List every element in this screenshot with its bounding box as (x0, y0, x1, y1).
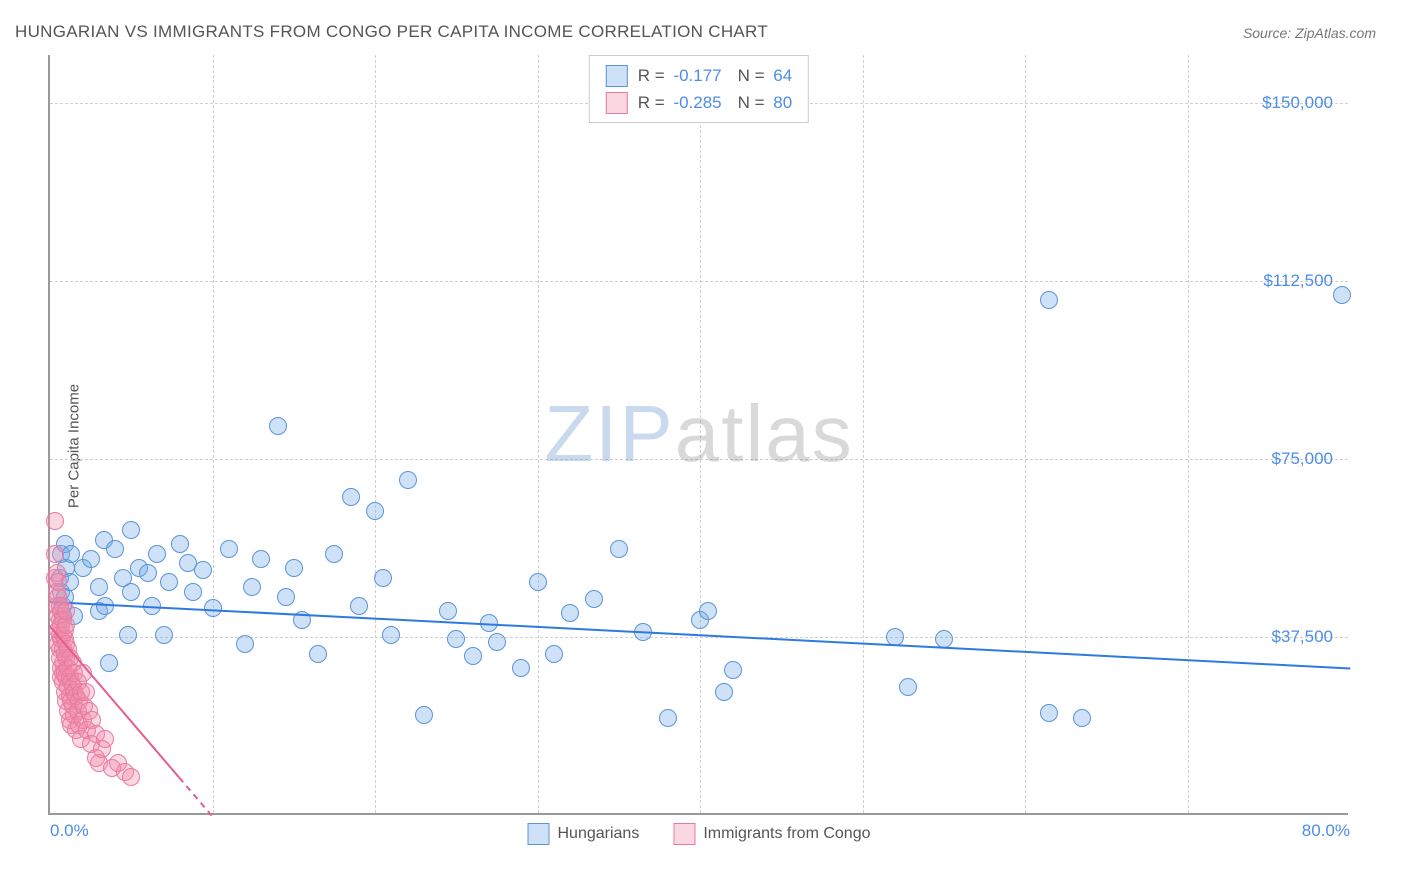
scatter-point (659, 709, 677, 727)
gridline (50, 281, 1348, 282)
vgridline (375, 55, 376, 813)
scatter-point (488, 633, 506, 651)
scatter-point (699, 602, 717, 620)
scatter-point (194, 561, 212, 579)
x-tick-label: 0.0% (50, 821, 89, 841)
scatter-point (415, 706, 433, 724)
scatter-point (350, 597, 368, 615)
legend-stats-text: R = -0.177N = 64 (638, 62, 792, 89)
scatter-point (100, 654, 118, 672)
scatter-point (122, 583, 140, 601)
legend-stats-row: R = -0.177N = 64 (606, 62, 792, 89)
scatter-point (184, 583, 202, 601)
scatter-point (1333, 286, 1351, 304)
scatter-point (155, 626, 173, 644)
vgridline (863, 55, 864, 813)
swatch-icon (528, 823, 550, 845)
chart-plot-area: ZIPatlas R = -0.177N = 64R = -0.285N = 8… (48, 55, 1348, 815)
vgridline (1188, 55, 1189, 813)
scatter-point (529, 573, 547, 591)
scatter-point (342, 488, 360, 506)
scatter-point (57, 602, 75, 620)
scatter-point (119, 626, 137, 644)
scatter-point (122, 768, 140, 786)
scatter-point (561, 604, 579, 622)
gridline (50, 459, 1348, 460)
scatter-point (46, 512, 64, 530)
legend-item-hungarians: Hungarians (528, 823, 640, 845)
scatter-point (399, 471, 417, 489)
source-label: Source: ZipAtlas.com (1243, 25, 1376, 41)
swatch-icon (606, 92, 628, 114)
scatter-point (724, 661, 742, 679)
scatter-point (106, 540, 124, 558)
legend-stats-row: R = -0.285N = 80 (606, 89, 792, 116)
scatter-point (1073, 709, 1091, 727)
regression-line-dashed (178, 777, 212, 816)
scatter-point (1040, 291, 1058, 309)
scatter-point (464, 647, 482, 665)
legend-label: Hungarians (558, 825, 640, 843)
scatter-point (243, 578, 261, 596)
legend-item-congo: Immigrants from Congo (673, 823, 870, 845)
scatter-point (610, 540, 628, 558)
scatter-point (715, 683, 733, 701)
vgridline (213, 55, 214, 813)
scatter-point (82, 550, 100, 568)
scatter-point (236, 635, 254, 653)
legend-label: Immigrants from Congo (703, 825, 870, 843)
swatch-icon (673, 823, 695, 845)
scatter-point (325, 545, 343, 563)
legend-stats-box: R = -0.177N = 64R = -0.285N = 80 (589, 55, 809, 123)
scatter-point (899, 678, 917, 696)
scatter-point (46, 545, 64, 563)
scatter-point (122, 521, 140, 539)
legend-stats-text: R = -0.285N = 80 (638, 89, 792, 116)
scatter-point (49, 573, 67, 591)
scatter-point (90, 578, 108, 596)
legend-series: Hungarians Immigrants from Congo (528, 823, 871, 845)
scatter-point (309, 645, 327, 663)
scatter-point (277, 588, 295, 606)
scatter-point (1040, 704, 1058, 722)
scatter-point (285, 559, 303, 577)
scatter-point (382, 626, 400, 644)
scatter-point (139, 564, 157, 582)
scatter-point (148, 545, 166, 563)
scatter-point (512, 659, 530, 677)
scatter-point (171, 535, 189, 553)
scatter-point (160, 573, 178, 591)
chart-title: HUNGARIAN VS IMMIGRANTS FROM CONGO PER C… (15, 22, 768, 42)
scatter-point (447, 630, 465, 648)
swatch-icon (606, 65, 628, 87)
x-tick-label: 80.0% (1302, 821, 1350, 841)
scatter-point (374, 569, 392, 587)
y-tick-label: $150,000 (1262, 93, 1333, 113)
scatter-point (77, 683, 95, 701)
scatter-point (96, 730, 114, 748)
vgridline (538, 55, 539, 813)
scatter-point (585, 590, 603, 608)
scatter-point (220, 540, 238, 558)
vgridline (1025, 55, 1026, 813)
scatter-point (439, 602, 457, 620)
scatter-point (269, 417, 287, 435)
scatter-point (545, 645, 563, 663)
scatter-point (252, 550, 270, 568)
y-tick-label: $75,000 (1272, 449, 1333, 469)
watermark: ZIPatlas (544, 388, 853, 480)
y-tick-label: $37,500 (1272, 627, 1333, 647)
y-tick-label: $112,500 (1263, 271, 1333, 291)
vgridline (700, 55, 701, 813)
scatter-point (366, 502, 384, 520)
